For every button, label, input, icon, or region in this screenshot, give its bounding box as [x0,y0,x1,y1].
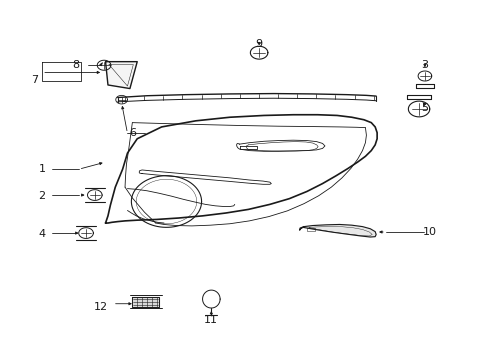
Text: 6: 6 [128,129,136,138]
Text: 2: 2 [39,191,45,201]
Text: 3: 3 [421,60,427,70]
Polygon shape [105,62,137,89]
Polygon shape [132,297,159,307]
Polygon shape [299,225,375,237]
Text: 11: 11 [203,315,217,325]
Text: 4: 4 [39,229,45,239]
Text: 10: 10 [422,227,436,237]
Text: 9: 9 [255,39,262,49]
Text: 12: 12 [93,302,107,312]
Text: 8: 8 [73,60,80,70]
Text: 5: 5 [421,103,427,113]
Text: 1: 1 [39,164,45,174]
Text: 7: 7 [31,75,39,85]
